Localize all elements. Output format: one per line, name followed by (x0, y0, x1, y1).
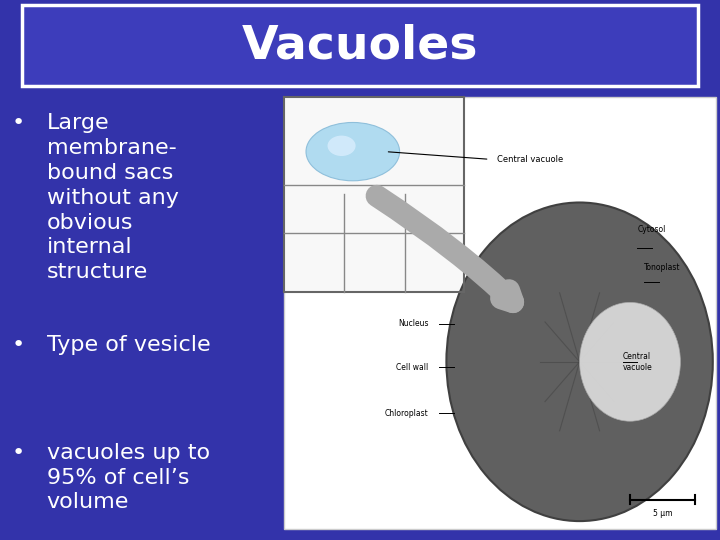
Text: Central vacuole: Central vacuole (497, 155, 563, 164)
Ellipse shape (580, 302, 680, 421)
Text: Chloroplast: Chloroplast (384, 409, 428, 417)
FancyBboxPatch shape (22, 5, 698, 86)
Text: Large
membrane-
bound sacs
without any
obvious
internal
structure: Large membrane- bound sacs without any o… (47, 113, 179, 282)
Ellipse shape (446, 202, 713, 521)
Text: Tonoplast: Tonoplast (644, 263, 681, 272)
Text: Type of vesicle: Type of vesicle (47, 335, 210, 355)
Text: Cell wall: Cell wall (396, 363, 428, 372)
Text: vacuoles up to
95% of cell’s
volume: vacuoles up to 95% of cell’s volume (47, 443, 210, 512)
Text: 5 µm: 5 µm (652, 509, 672, 518)
FancyBboxPatch shape (284, 97, 464, 292)
Ellipse shape (306, 123, 400, 181)
Text: Cytosol: Cytosol (637, 225, 665, 234)
Text: Central
vacuole: Central vacuole (623, 352, 652, 372)
FancyBboxPatch shape (284, 97, 716, 529)
Text: Nucleus: Nucleus (398, 320, 428, 328)
Ellipse shape (328, 136, 356, 156)
Text: •: • (12, 443, 24, 463)
Text: •: • (12, 113, 24, 133)
Text: Vacuoles: Vacuoles (242, 23, 478, 69)
Text: •: • (12, 335, 24, 355)
